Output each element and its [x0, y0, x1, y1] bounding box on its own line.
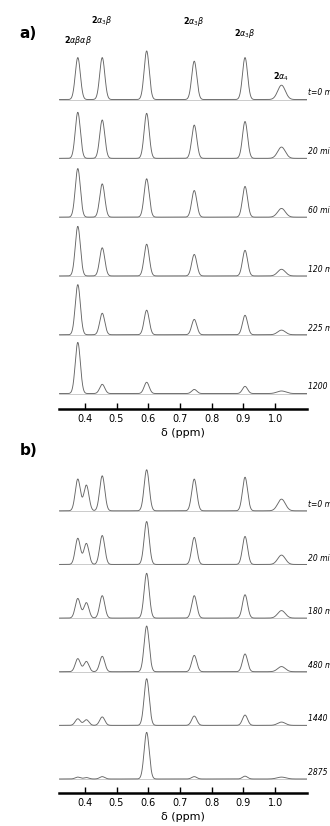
Text: $\mathbf{2}\alpha\beta\alpha\beta$: $\mathbf{2}\alpha\beta\alpha\beta$	[64, 35, 92, 47]
Text: $\mathbf{2}\alpha_3\beta$: $\mathbf{2}\alpha_3\beta$	[91, 14, 113, 27]
Text: 20 min: 20 min	[309, 147, 330, 156]
Text: t=0 min: t=0 min	[309, 88, 330, 97]
Text: t=0 min: t=0 min	[309, 500, 330, 509]
Text: $\mathbf{2}\alpha_3\beta$: $\mathbf{2}\alpha_3\beta$	[183, 15, 205, 28]
Text: 60 min: 60 min	[309, 206, 330, 215]
Text: 2875 min: 2875 min	[309, 768, 330, 777]
Text: $\mathbf{2}\alpha_3\beta$: $\mathbf{2}\alpha_3\beta$	[234, 26, 256, 40]
Text: 120 min: 120 min	[309, 265, 330, 274]
X-axis label: δ (ppm): δ (ppm)	[161, 812, 205, 822]
Text: 180 min: 180 min	[309, 607, 330, 616]
Text: 1440 min: 1440 min	[309, 714, 330, 724]
Text: $\mathbf{2}\alpha_4$: $\mathbf{2}\alpha_4$	[274, 70, 289, 83]
X-axis label: δ (ppm): δ (ppm)	[161, 428, 205, 438]
Text: b): b)	[20, 444, 38, 458]
Text: 1200 min: 1200 min	[309, 382, 330, 392]
Text: 480 min: 480 min	[309, 661, 330, 670]
Text: 20 min: 20 min	[309, 553, 330, 563]
Text: $\mathbf{2}\alpha_2\beta_2$: $\mathbf{2}\alpha_2\beta_2$	[134, 0, 159, 2]
Text: a): a)	[20, 26, 37, 40]
Text: 225 min: 225 min	[309, 324, 330, 333]
